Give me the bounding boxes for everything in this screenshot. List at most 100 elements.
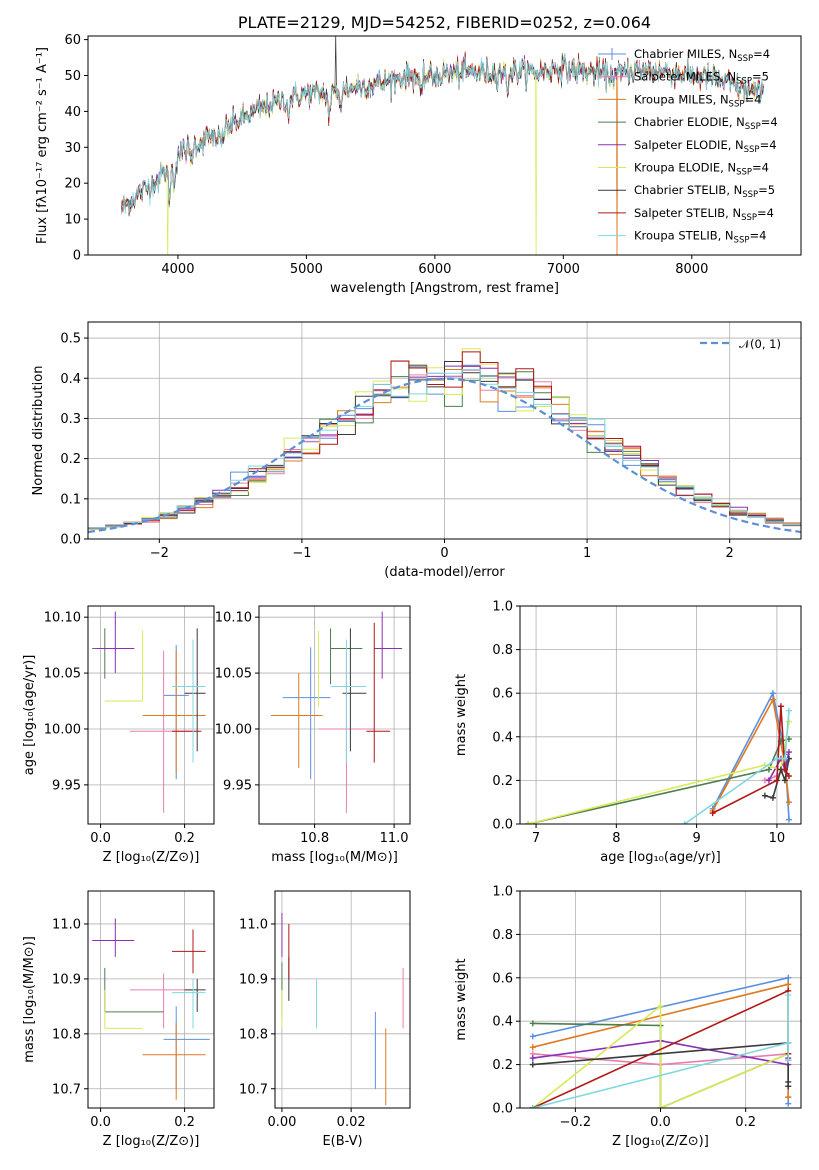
y-tick-label: 0.4 <box>60 372 81 387</box>
x-tick-label: 0.00 <box>267 1115 296 1130</box>
y-axis-label: mass [log₁₀(M/M⊙)] <box>22 936 37 1063</box>
x-tick-label: 0.2 <box>174 1115 195 1130</box>
y-tick-label: 10.05 <box>44 667 81 682</box>
x-axis-label: wavelength [Angstrom, rest frame] <box>330 281 559 296</box>
legend-label: Chabrier MILES, NSSP=4 <box>634 47 770 64</box>
x-tick-label: 7000 <box>547 262 580 277</box>
panel-mass-vs-ebv: 0.00 0.02 10.7 10.8 10.9 11.0 E(B-V) <box>239 890 411 1149</box>
x-tick-label: 9 <box>692 831 700 846</box>
y-tick-label: 10.10 <box>44 611 81 626</box>
y-tick-label: 1.0 <box>492 885 513 900</box>
y-axis-label: age [log₁₀(age/yr)] <box>22 655 37 776</box>
y-axis-label: Normed distribution <box>31 366 46 496</box>
plot-area <box>281 912 404 1106</box>
y-tick-label: 0.2 <box>492 774 513 789</box>
plot-area <box>92 918 210 1100</box>
y-tick-label: 0.1 <box>60 492 81 507</box>
axes-frame <box>274 890 411 1109</box>
x-tick-label: 1 <box>583 546 591 561</box>
legend: Chabrier MILES, NSSP=4 Salpeter MILES, NS… <box>598 47 778 246</box>
weight-line <box>684 710 790 824</box>
y-tick-label: 9.95 <box>223 778 252 793</box>
y-tick-label: 10.9 <box>52 972 81 987</box>
y-tick-label: 30 <box>64 141 81 156</box>
x-axis-label: E(B-V) <box>322 1134 362 1149</box>
y-tick-label: 0.8 <box>492 643 513 658</box>
y-tick-label: 0.0 <box>60 533 81 548</box>
y-tick-label: 0.6 <box>492 687 513 702</box>
y-tick-label: 0.0 <box>492 1102 513 1117</box>
x-tick-label: 5000 <box>290 262 323 277</box>
legend-label: 𝒩(0, 1) <box>739 337 781 351</box>
plot-area <box>121 36 764 255</box>
y-tick-label: 11.0 <box>52 917 81 932</box>
chart-title: PLATE=2129, MJD=54252, FIBERID=0252, z=0… <box>238 13 651 32</box>
y-tick-label: 10.05 <box>215 667 252 682</box>
y-tick-label: 0.8 <box>492 928 513 943</box>
plot-area <box>529 974 792 1108</box>
x-axis-label: Z [log₁₀(Z/Z⊙)] <box>103 1134 200 1149</box>
panel-spectrum: PLATE=2129, MJD=54252, FIBERID=0252, z=0… <box>35 13 802 296</box>
x-tick-label: 10 <box>769 831 786 846</box>
y-tick-label: 40 <box>64 105 81 120</box>
x-axis-label: mass [log₁₀(M/M⊙)] <box>271 850 398 865</box>
plot-area <box>270 611 403 813</box>
y-tick-label: 0.0 <box>492 818 513 833</box>
y-tick-label: 0 <box>73 249 81 264</box>
y-tick-label: 10.00 <box>215 722 252 737</box>
axes-frame <box>87 605 215 825</box>
x-tick-label: 6000 <box>418 262 451 277</box>
x-tick-label: 2 <box>726 546 734 561</box>
x-axis-label: Z [log₁₀(Z/Z⊙)] <box>612 1134 709 1149</box>
x-axis-label: age [log₁₀(age/yr)] <box>600 850 721 865</box>
legend-label: Salpeter STELIB, NSSP=4 <box>634 206 774 223</box>
weight-line <box>768 751 790 781</box>
weight-line <box>532 995 790 1108</box>
panel-weight-vs-age: 7 8 9 10 0.0 0.2 0.4 0.6 0.8 1.0 age [log₁₀(age/yr… <box>454 600 802 865</box>
x-tick-label: −0.2 <box>560 1115 592 1130</box>
x-tick-label: 0.0 <box>90 1115 111 1130</box>
y-tick-label: 0.4 <box>492 730 513 745</box>
y-tick-label: 0.4 <box>492 1015 513 1030</box>
legend-label: Salpeter MILES, NSSP=5 <box>634 70 769 87</box>
y-tick-label: 10.8 <box>52 1027 81 1042</box>
y-axis-label: mass weight <box>454 958 469 1040</box>
panel-mass-vs-Z: 0.0 0.2 10.7 10.8 10.9 11.0 Z [log₁₀(Z/Z⊙)] mas… <box>22 890 215 1149</box>
y-tick-label: 10.00 <box>44 722 81 737</box>
panel-age-vs-Z: 0.0 0.2 9.95 10.00 10.05 10.10 Z [log₁₀(Z/Z⊙)]… <box>22 605 215 865</box>
plot-area <box>92 611 206 813</box>
weight-line <box>527 738 790 824</box>
x-tick-label: 0.2 <box>735 1115 756 1130</box>
x-tick-label: 0.0 <box>90 831 111 846</box>
x-axis-label: (data-model)/error <box>384 565 505 580</box>
axes-frame <box>519 605 802 825</box>
legend-label: Chabrier STELIB, NSSP=5 <box>634 183 775 200</box>
legend-label: Chabrier ELODIE, NSSP=4 <box>634 115 778 132</box>
x-tick-label: 8 <box>612 831 620 846</box>
x-tick-label: 7 <box>532 831 540 846</box>
y-tick-label: 10.9 <box>239 972 268 987</box>
legend-label: Kroupa MILES, NSSP=4 <box>634 92 761 109</box>
legend-label: Kroupa ELODIE, NSSP=4 <box>634 161 769 178</box>
x-tick-label: 8000 <box>675 262 708 277</box>
y-tick-label: 9.95 <box>52 778 81 793</box>
y-tick-label: 1.0 <box>492 600 513 615</box>
legend: 𝒩(0, 1) <box>700 337 781 351</box>
x-tick-label: 4000 <box>161 262 194 277</box>
axes-frame <box>258 605 411 825</box>
y-tick-label: 0.5 <box>60 332 81 347</box>
axes-frame <box>87 890 215 1109</box>
y-tick-label: 60 <box>64 33 81 48</box>
weight-line <box>532 1004 789 1108</box>
normal-curve <box>88 377 801 534</box>
y-axis-label: Flux [fλ10⁻¹⁷ erg cm⁻² s⁻¹ A⁻¹] <box>35 47 50 244</box>
weight-line <box>527 721 790 824</box>
x-tick-label: 11.0 <box>380 831 409 846</box>
x-tick-label: −2 <box>150 546 169 561</box>
x-tick-label: 10.8 <box>300 831 329 846</box>
plot-area <box>525 690 792 824</box>
y-axis-label: mass weight <box>454 674 469 756</box>
panel-age-vs-mass: 10.8 11.0 9.95 10.00 10.05 10.10 mass [log₁₀(M… <box>215 605 411 865</box>
y-tick-label: 10.7 <box>52 1082 81 1097</box>
